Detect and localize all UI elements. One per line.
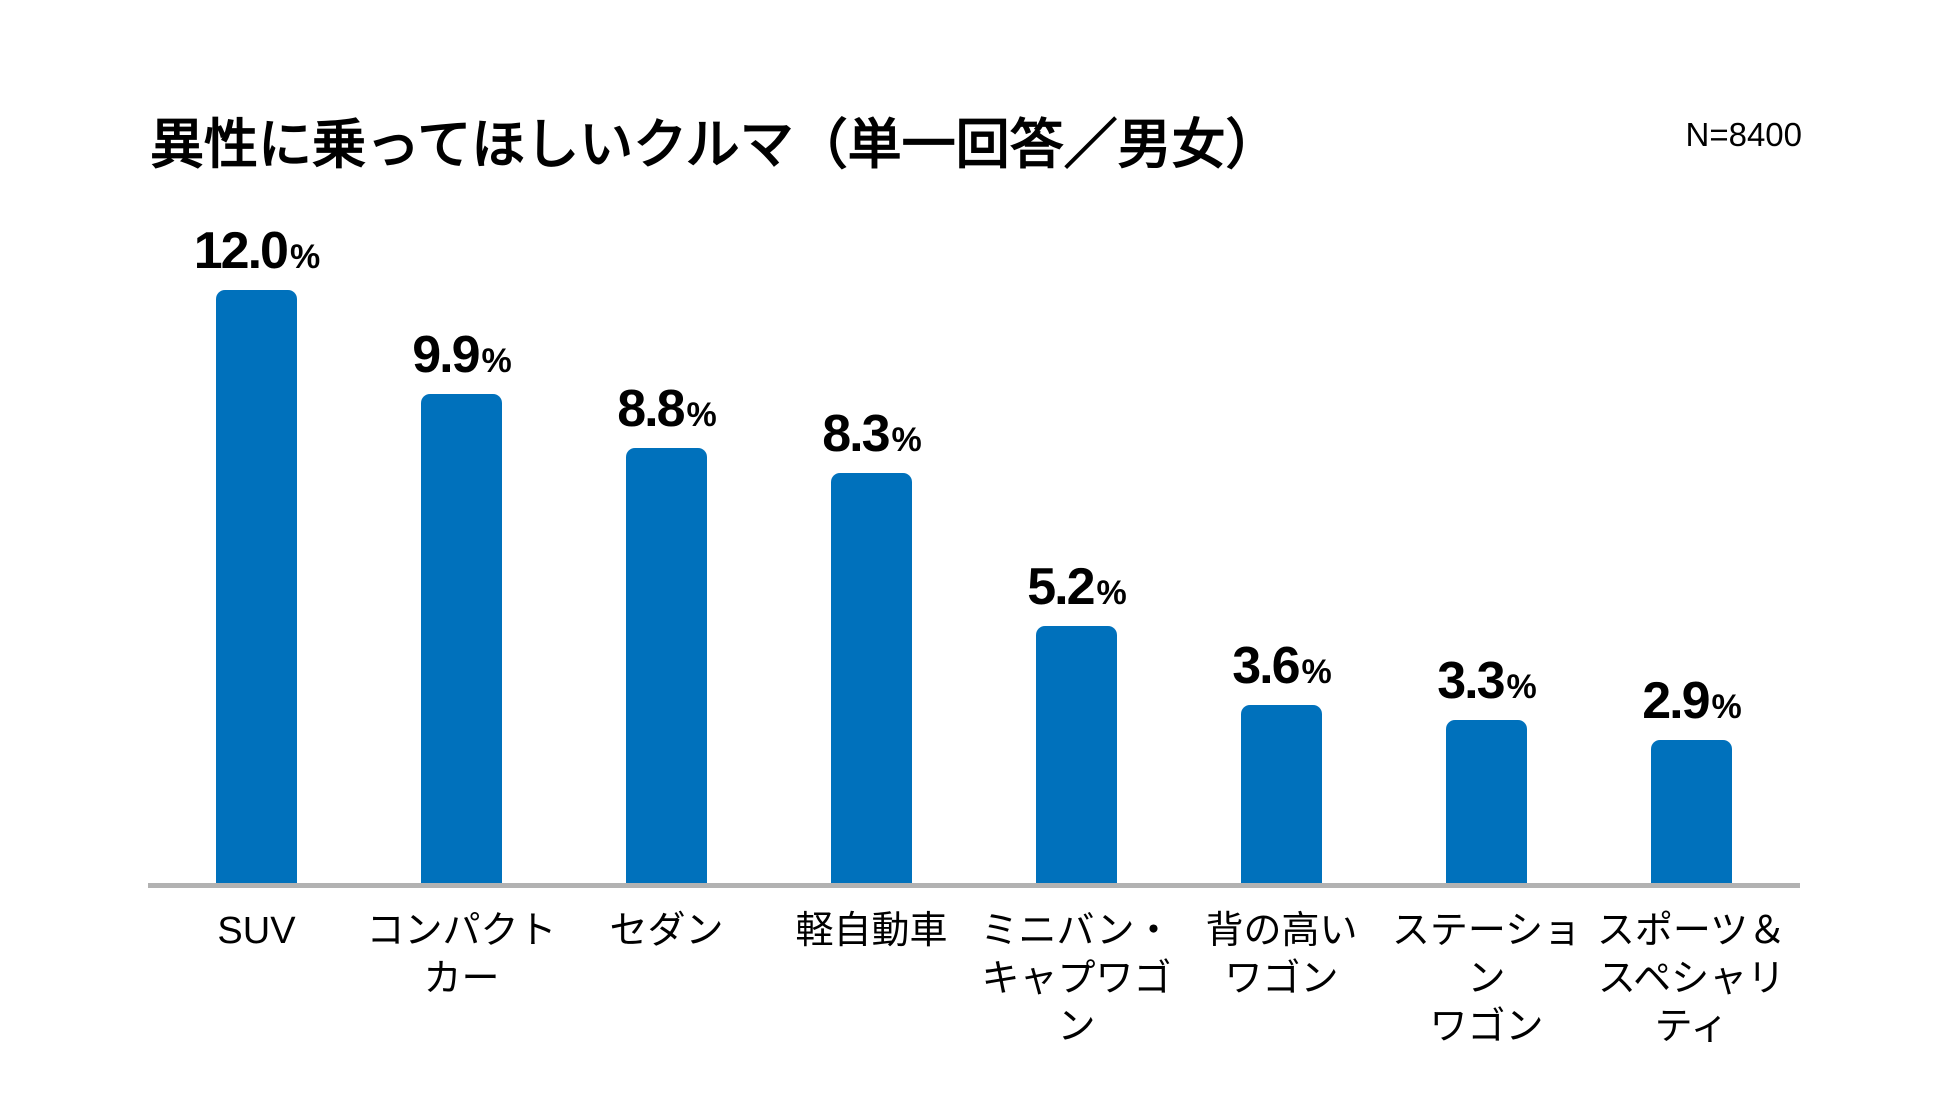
bar-value-unit: % [891,421,922,459]
category-label: コンパクト カー [366,910,557,1000]
bar-value-number: 9.9 [412,326,480,384]
bar [831,473,912,883]
bar-value-label: 12.0% [193,222,320,280]
bar-value-unit: % [1096,574,1127,612]
bar [626,448,707,883]
bar-value-unit: % [686,396,717,434]
bar-value-label: 3.6% [1232,637,1332,695]
category-label: スポーツ＆ スペシャリティ [1596,910,1787,1048]
bar-value-number: 3.6 [1232,637,1300,695]
bar-value-unit: % [289,238,320,276]
bar-value-unit: % [481,342,512,380]
bar-value-number: 8.8 [617,380,685,438]
bar-plot-area: 12.0% 9.9% 8.8% 8.3% 5.2% 3.6% 3.3% 2.9% [154,180,1794,883]
x-axis-line [148,883,1800,888]
bar-value-number: 3.3 [1437,652,1505,710]
category-label: ミニバン・ キャプワゴン [980,910,1173,1048]
bar-column: 8.8% [564,180,769,883]
bar-value-label: 9.9% [412,326,512,384]
bar-value-unit: % [1506,668,1537,706]
bar [1241,705,1322,883]
bar-column: 5.2% [974,180,1179,883]
bar-value-number: 12.0 [193,222,289,280]
bar-value-unit: % [1711,688,1742,726]
bar-value-label: 8.3% [822,405,922,463]
bar-value-number: 2.9 [1642,672,1710,730]
category-label: ステーション ワゴン [1391,910,1582,1048]
bar-value-label: 3.3% [1437,652,1537,710]
bar [421,394,502,883]
category-label: セダン [609,910,724,952]
category-label: 軽自動車 [795,910,948,952]
bar-value-label: 2.9% [1642,672,1742,730]
bar-value-number: 8.3 [822,405,890,463]
sample-size-label: N=8400 [1685,116,1802,153]
bar-column: 9.9% [359,180,564,883]
category-label-row: SUV コンパクト カー セダン 軽自動車 ミニバン・ キャプワゴン 背の高い ワゴン ステ… [154,908,1794,1052]
bar-value-label: 5.2% [1027,558,1127,616]
bar-value-unit: % [1301,653,1332,691]
bar-value-label: 8.8% [617,380,717,438]
bar [1036,626,1117,883]
bar [1446,720,1527,883]
bar-column: 3.3% [1384,180,1589,883]
chart-title: 異性に乗ってほしいクルマ（単一回答／男女） [150,115,1280,175]
bar-value-number: 5.2 [1027,558,1095,616]
bar-column: 3.6% [1179,180,1384,883]
bar-column: 12.0% [154,180,359,883]
bar-column: 2.9% [1589,180,1794,883]
category-label: SUV [217,910,296,952]
category-label: 背の高い ワゴン [1205,910,1358,1000]
bar [216,290,297,883]
bar-column: 8.3% [769,180,974,883]
bar [1651,740,1732,883]
